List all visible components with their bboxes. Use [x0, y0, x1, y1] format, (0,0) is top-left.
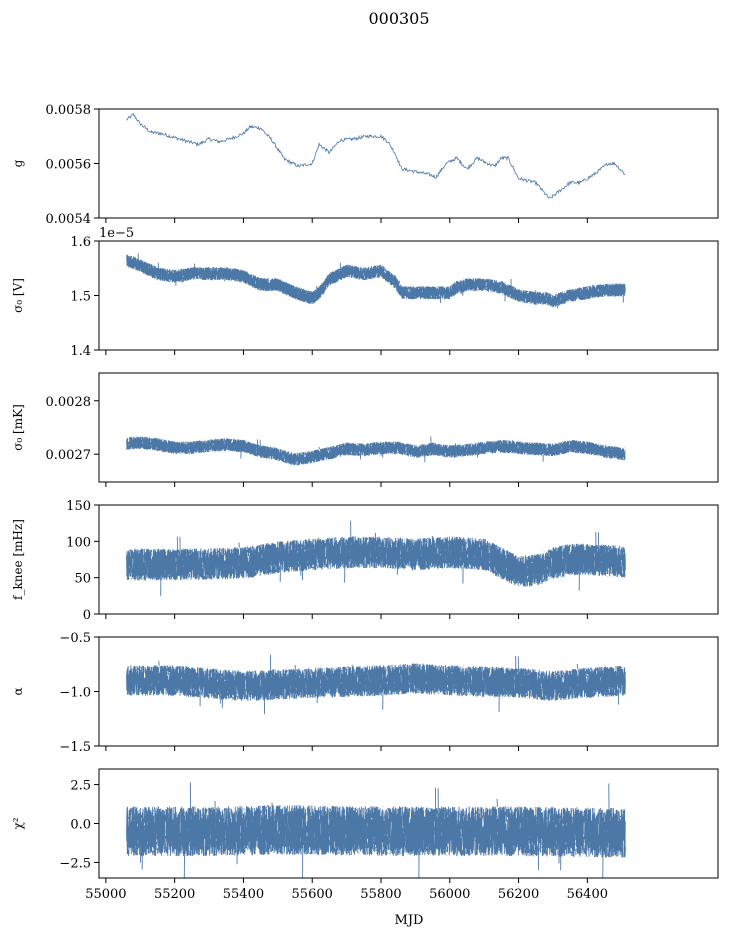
x-axis-label: MJD [395, 913, 424, 928]
x-tick-label: 55000 [85, 887, 126, 902]
y-axis-label-chi2: χ² [11, 817, 25, 829]
y-tick-label-alpha: −0.5 [59, 631, 91, 646]
plot-area-alpha [126, 654, 626, 714]
plot-area-sigma0_mk [126, 436, 626, 466]
y-tick-label-fknee: 150 [66, 499, 91, 514]
y-tick-label-sigma0_v: 1.4 [70, 344, 91, 359]
axes-frame-gain [98, 108, 719, 219]
series-band-alpha [126, 654, 626, 714]
x-tick-label: 55400 [223, 887, 264, 902]
y-tick-label-sigma0_v: 1.5 [70, 290, 91, 305]
y-axis-label-alpha: α [11, 687, 25, 695]
y-tick-label-fknee: 0 [83, 608, 91, 623]
plot-area-sigma0_v [126, 253, 626, 309]
panel-sigma0_mk: 0.0027 0.0028 σ₀ [mK] [11, 372, 719, 487]
panel-sigma0_v: 1.4 1.5 1.6 σ₀ [V] 1e−5 [11, 226, 719, 359]
y-tick-label-gain: 0.0056 [46, 158, 92, 173]
y-axis-label-gain: g [11, 159, 25, 167]
y-tick-label-alpha: −1.0 [59, 686, 91, 701]
plot-area-gain [126, 113, 626, 199]
plot-area-fknee [126, 520, 626, 596]
x-tick-label: 56000 [429, 887, 470, 902]
y-tick-label-fknee: 50 [74, 572, 91, 587]
y-tick-label-fknee: 100 [66, 535, 91, 550]
series-line-gain [126, 113, 626, 199]
panel-chi2: −2.5 0.0 2.5 55000 55200 55400 55600 55800 56000… [11, 768, 719, 902]
y-tick-label-sigma0_v: 1.6 [70, 235, 91, 250]
figure-title: 000305 [368, 9, 429, 28]
y-tick-label-chi2: 2.5 [70, 779, 91, 794]
panel-alpha: −1.5 −1.0 −0.5 α [11, 631, 719, 755]
axes-frame-sigma0_mk [98, 372, 719, 483]
x-tick-label: 55800 [360, 887, 401, 902]
y-tick-label-chi2: 0.0 [70, 818, 91, 833]
panel-gain: 0.0054 0.0056 0.0058 g [11, 103, 719, 227]
series-band-chi2 [126, 782, 626, 878]
y-axis-label-sigma0_v: σ₀ [V] [11, 278, 25, 313]
series-band-sigma0_mk [126, 436, 626, 466]
series-band-fknee [126, 520, 626, 596]
plot-area-chi2 [126, 782, 626, 878]
series-band-sigma0_v [126, 253, 626, 309]
y-tick-label-chi2: −2.5 [59, 856, 91, 871]
y-tick-label-sigma0_mk: 0.0028 [46, 395, 92, 410]
y-offset-text-sigma0_v: 1e−5 [99, 226, 134, 241]
y-axis-label-fknee: f_knee [mHz] [11, 519, 25, 600]
y-tick-label-gain: 0.0054 [46, 212, 92, 227]
axes-frame-fknee [98, 504, 719, 615]
x-tick-label: 56400 [567, 887, 608, 902]
panel-fknee: 0 50 100 150 f_knee [mHz] [11, 499, 719, 623]
y-tick-label-sigma0_mk: 0.0027 [46, 448, 92, 463]
y-axis-label-sigma0_mk: σ₀ [mK] [11, 404, 25, 451]
y-tick-label-gain: 0.0058 [46, 103, 92, 118]
x-tick-label: 55200 [154, 887, 195, 902]
x-tick-label: 55600 [292, 887, 333, 902]
x-tick-label: 56200 [498, 887, 539, 902]
y-tick-label-alpha: −1.5 [59, 740, 91, 755]
